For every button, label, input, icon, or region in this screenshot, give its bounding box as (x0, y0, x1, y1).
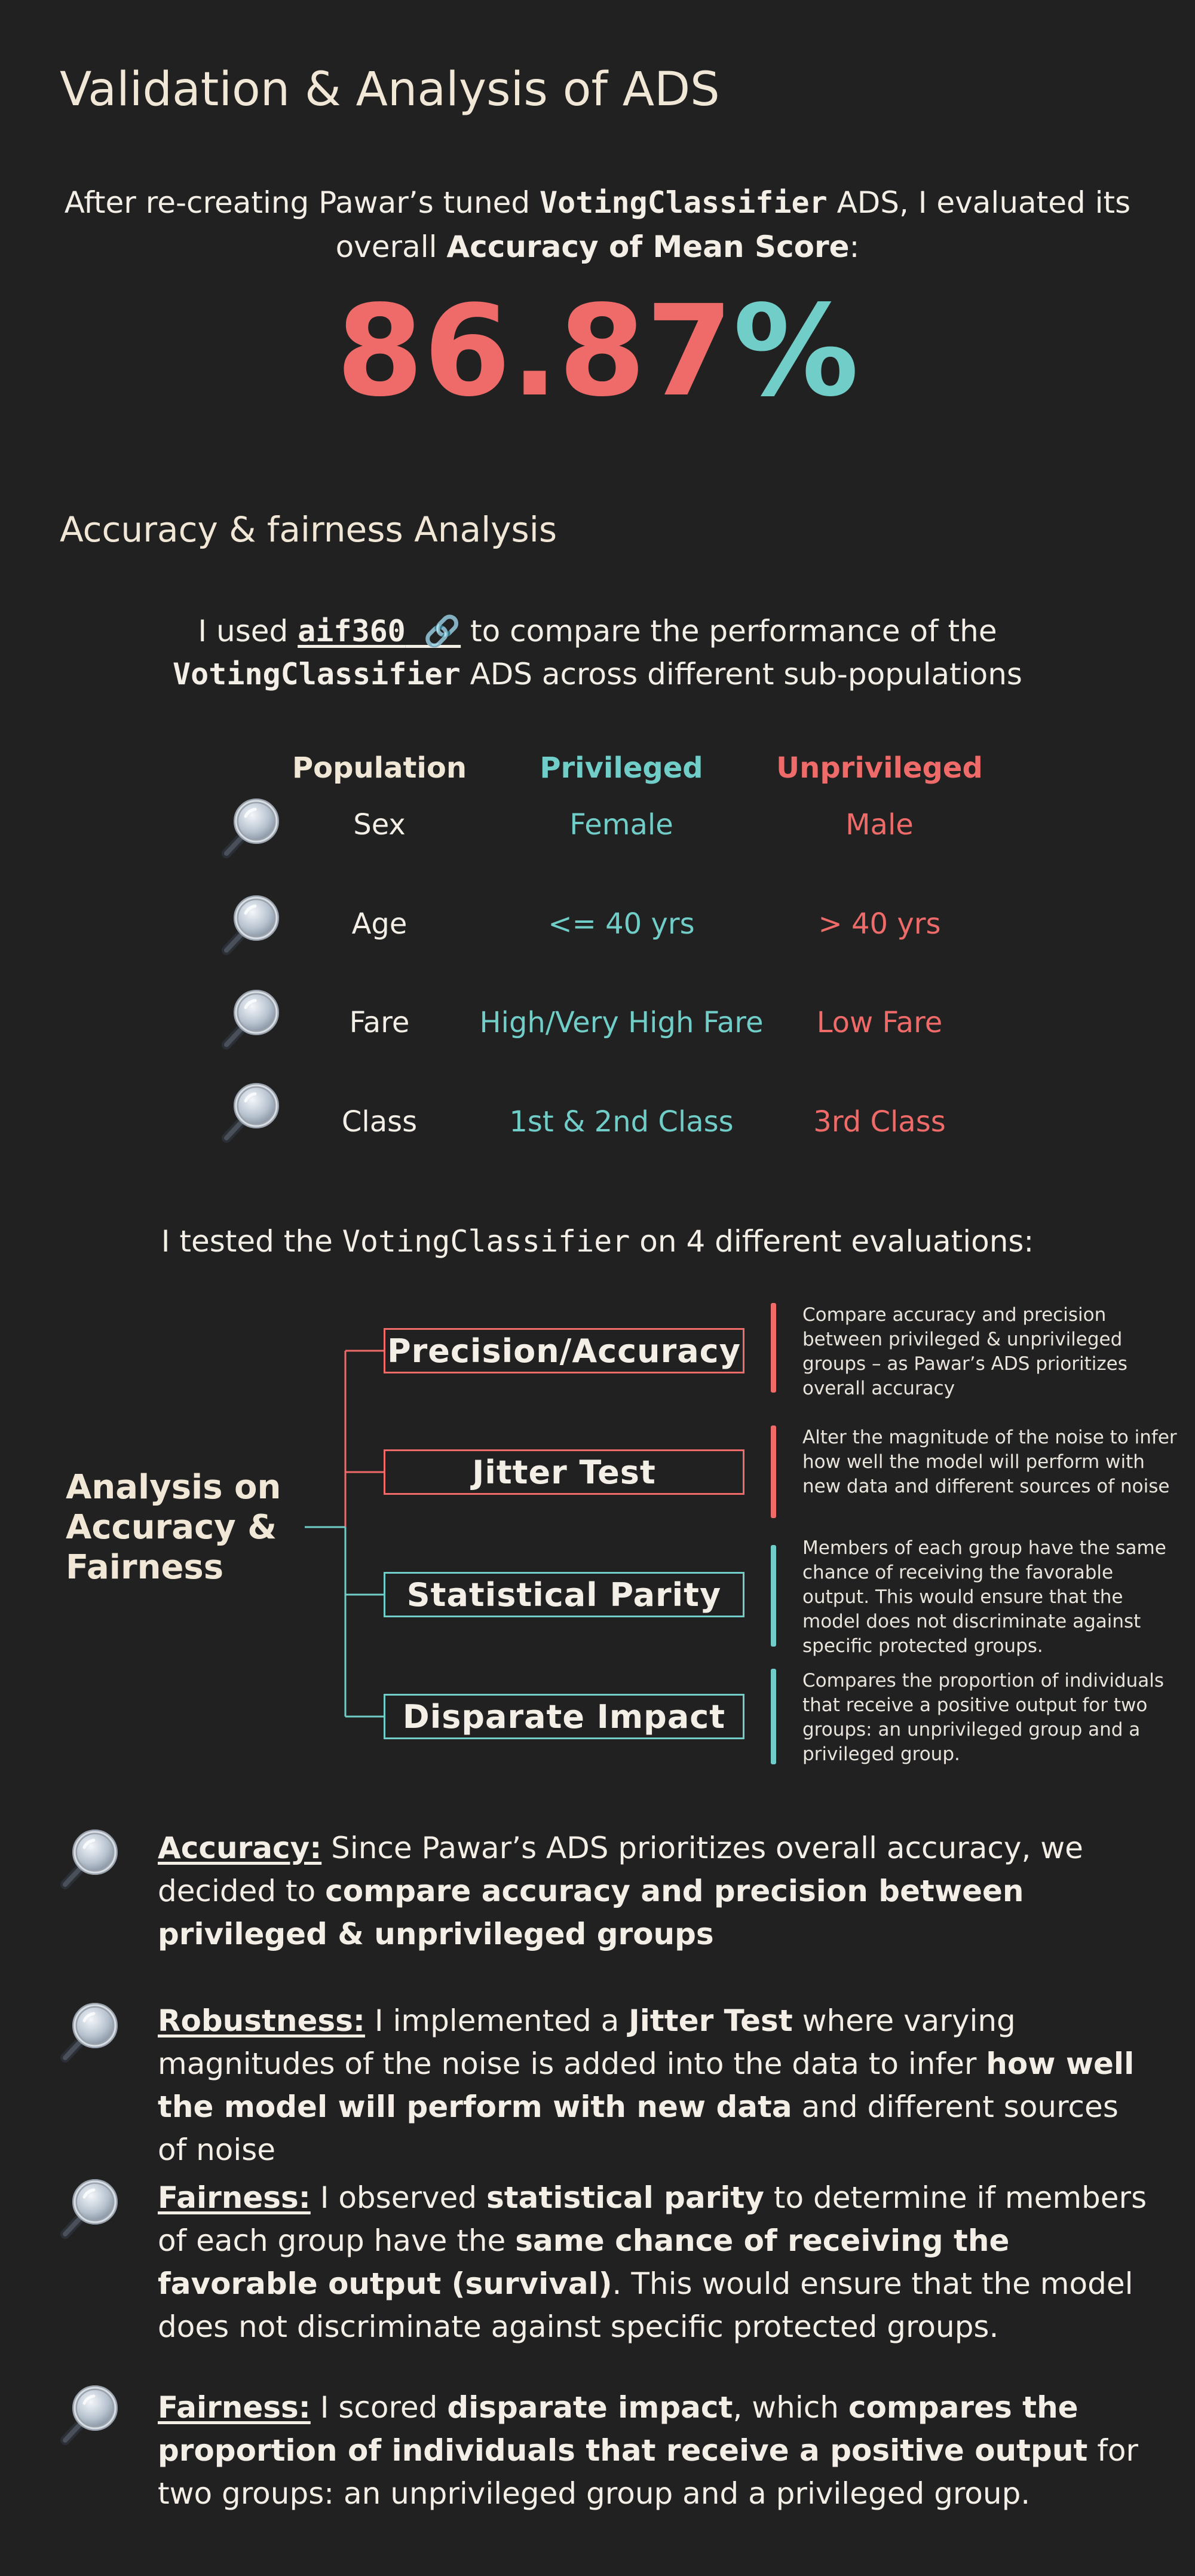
row-privileged: Female (569, 808, 673, 842)
finding-bold: compares the proportion of individuals t… (158, 2390, 1088, 2468)
magnifying-glass-icon (57, 1826, 122, 1892)
header-unprivileged: Unprivileged (776, 751, 983, 785)
row-unprivileged: > 40 yrs (818, 907, 941, 941)
magnifying-glass-icon (57, 2382, 122, 2447)
magnifying-glass-icon (57, 2176, 122, 2241)
tests-code: VotingClassifier (342, 1224, 630, 1259)
accent-bar (771, 1303, 776, 1393)
intro-post: : (849, 230, 860, 264)
finding-bold: compare accuracy and precision between p… (158, 1874, 1024, 1951)
accent-bar (771, 1425, 776, 1518)
page-title: Validation & Analysis of ADS (60, 63, 720, 117)
row-population: Class (341, 1105, 418, 1139)
score-percent: % (733, 278, 859, 424)
finding-bold: Jitter Test (629, 2003, 793, 2038)
tree-node-description: Members of each group have the same chan… (802, 1537, 1166, 1657)
row-unprivileged: 3rd Class (813, 1105, 946, 1139)
row-population: Sex (353, 808, 406, 842)
finding-bold: how well the model will perform with new… (158, 2046, 1135, 2124)
aif-pre: I used (198, 614, 298, 648)
tree-node-description: Compares the proportion of individuals t… (802, 1670, 1165, 1765)
score-number: 86.87 (336, 278, 733, 424)
finding-heading: Fairness: (158, 2180, 311, 2215)
tree-node-statistical-parity: Statistical Parity (384, 1572, 744, 1617)
finding-text: , which (733, 2390, 848, 2425)
row-population: Fare (349, 1006, 410, 1039)
finding-heading: Accuracy: (158, 1831, 322, 1865)
tree-node-precision-accuracy: Precision/Accuracy (384, 1328, 744, 1373)
row-population: Age (351, 907, 407, 941)
finding-item: Accuracy: Since Pawar’s ADS prioritizes … (158, 1827, 1150, 1956)
tree-node-description: Alter the magnitude of the noise to infe… (802, 1427, 1177, 1497)
link-icon: 🔗 (405, 614, 461, 648)
tests-post: on 4 different evaluations: (630, 1224, 1034, 1259)
finding-bold: same chance of receiving the favorable o… (158, 2223, 1010, 2301)
intro-code: VotingClassifier (540, 185, 828, 220)
header-population: Population (292, 751, 467, 785)
analysis-tree-root: Analysis on Accuracy & Fairness (66, 1468, 281, 1587)
finding-heading: Robustness: (158, 2003, 365, 2038)
finding-text: I scored (310, 2390, 448, 2425)
aif-intro-text: I used aif360 🔗 to compare the performan… (60, 610, 1135, 696)
row-privileged: High/Very High Fare (479, 1006, 764, 1039)
tree-node-description: Compare accuracy and precision between p… (802, 1304, 1127, 1399)
finding-text: I implemented a (364, 2003, 629, 2038)
finding-text: . This would ensure that the model does … (158, 2266, 1133, 2344)
tree-node-disparate-impact: Disparate Impact (384, 1694, 744, 1739)
accent-bar (771, 1669, 776, 1764)
row-privileged: <= 40 yrs (548, 907, 695, 941)
aif-post: ADS across different sub-populations (460, 657, 1022, 692)
finding-text: I observed (310, 2180, 487, 2215)
tests-pre: I tested the (161, 1224, 342, 1259)
aif-code: VotingClassifier (173, 657, 461, 692)
intro-text: After re-creating Pawar’s tuned VotingCl… (60, 180, 1135, 269)
finding-text: where varying magnitudes of the noise is… (158, 2003, 1016, 2081)
finding-bold: statistical parity (486, 2180, 765, 2215)
finding-heading: Fairness: (158, 2390, 311, 2425)
row-unprivileged: Low Fare (816, 1006, 943, 1039)
finding-bold: disparate impact (447, 2390, 733, 2425)
intro-bold: Accuracy of Mean Score (446, 230, 850, 264)
tests-intro-text: I tested the VotingClassifier on 4 diffe… (60, 1224, 1135, 1259)
row-privileged: 1st & 2nd Class (509, 1105, 734, 1139)
intro-pre: After re-creating Pawar’s tuned (64, 185, 540, 220)
header-privileged: Privileged (540, 751, 703, 785)
aif360-link[interactable]: aif360 🔗 (298, 614, 461, 648)
finding-text: Since Pawar’s ADS prioritizes overall ac… (158, 1831, 1083, 1908)
finding-item: Robustness: I implemented a Jitter Test … (158, 1999, 1150, 2171)
finding-text: to determine if members of each group ha… (158, 2180, 1147, 2258)
aif-mid: to compare the performance of the (461, 614, 997, 648)
row-unprivileged: Male (845, 808, 914, 842)
magnifying-glass-icon (57, 1999, 122, 2065)
finding-item: Fairness: I observed statistical parity … (158, 2176, 1150, 2348)
tree-node-jitter-test: Jitter Test (384, 1449, 744, 1495)
accent-bar (771, 1545, 776, 1647)
intro-mid: ADS, I evaluated its overall (335, 185, 1131, 264)
section-title: Accuracy & fairness Analysis (60, 509, 557, 550)
finding-text: for two groups: an unprivileged group an… (158, 2433, 1138, 2511)
accuracy-score: 86.87% (0, 286, 1195, 417)
tree-connectors (305, 1350, 384, 1718)
aif360-link-label: aif360 (298, 614, 406, 648)
finding-item: Fairness: I scored disparate impact, whi… (158, 2386, 1150, 2515)
finding-text: and different sources of noise (158, 2089, 1119, 2167)
